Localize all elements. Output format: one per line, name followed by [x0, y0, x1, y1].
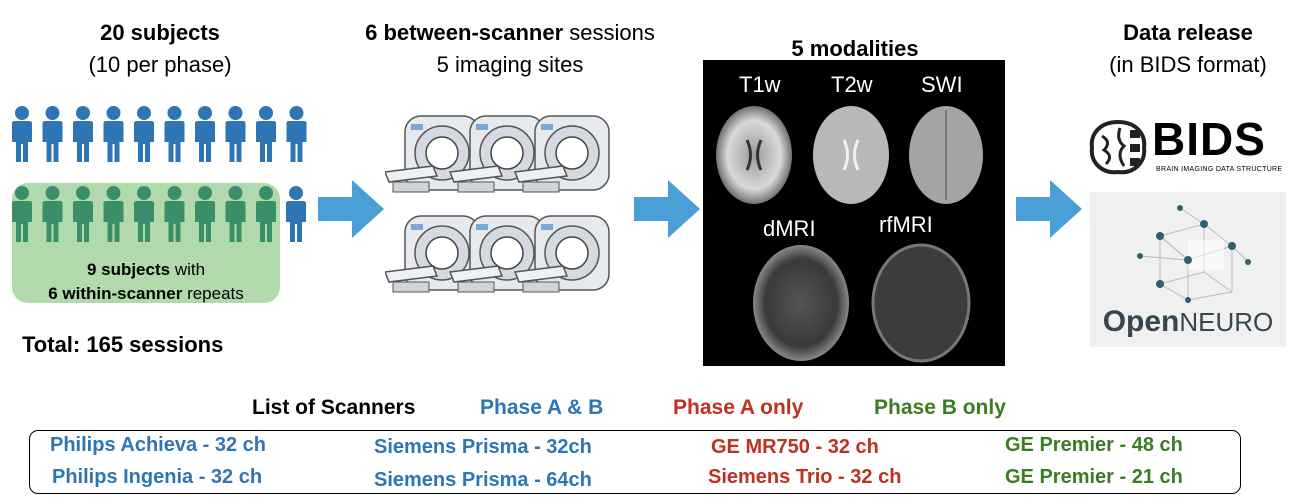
bids-logo: BIDS BRAIN IMAGING DATA STRUCTURE	[1086, 112, 1290, 190]
arrow-icon	[1016, 180, 1082, 238]
mri-scanners	[385, 115, 610, 293]
dmri-brain-image	[753, 245, 849, 361]
person-icon	[12, 106, 32, 162]
person-icon	[195, 106, 215, 162]
t2w-brain-image	[813, 106, 889, 204]
network-cube-icon	[1137, 205, 1251, 303]
subject-icons	[12, 106, 307, 242]
person-icon	[164, 106, 185, 162]
legend-phase-ab: Phase A & B	[480, 396, 604, 419]
person-icon	[42, 186, 63, 242]
person-icon	[103, 186, 124, 242]
person-icon	[42, 106, 63, 162]
scanner-item: GE MR750 - 32 ch	[711, 436, 879, 458]
arrow-icon	[634, 180, 700, 238]
person-icon	[286, 106, 307, 162]
sessions-title: 6 between-scanner sessions	[365, 20, 655, 45]
scanner-list-header: List of Scanners Phase A & B Phase A onl…	[0, 396, 1296, 426]
scanner-item: GE Premier - 48 ch	[1005, 434, 1183, 456]
sites-subtitle: 5 imaging sites	[436, 52, 584, 77]
modality-label-swi: SWI	[921, 72, 963, 97]
scanner-item: Siemens Trio - 32 ch	[708, 466, 902, 488]
scanner-item: Philips Achieva - 32 ch	[50, 434, 267, 456]
modality-label-dmri: dMRI	[763, 216, 816, 241]
total-sessions: Total: 165 sessions	[22, 332, 224, 357]
openneuro-wordmark: OpenNEURO	[1102, 305, 1274, 338]
person-icon	[103, 106, 124, 162]
scanner-item: GE Premier - 21 ch	[1005, 466, 1183, 488]
person-icon	[134, 106, 154, 162]
rfmri-brain-image	[871, 243, 971, 363]
legend-phase-a-only: Phase A only	[673, 396, 804, 419]
data-release-title: Data release	[1123, 20, 1253, 45]
person-icon	[12, 186, 32, 242]
modalities-title: 5 modalities	[791, 36, 919, 61]
data-release-subtitle: (in BIDS format)	[1109, 52, 1267, 77]
legend-phase-b-only: Phase B only	[874, 396, 1006, 419]
person-icon	[256, 186, 276, 242]
openneuro-logo: OpenNEURO	[1090, 192, 1286, 347]
person-icon	[134, 186, 154, 242]
person-icon	[225, 186, 246, 242]
bids-tagline: BRAIN IMAGING DATA STRUCTURE	[1156, 166, 1283, 173]
person-icon	[73, 106, 93, 162]
scanner-list-box	[29, 430, 1241, 494]
modality-label-t2w: T2w	[831, 72, 873, 97]
person-icon	[164, 186, 185, 242]
mri-image-panel: T1w T2w SWI dMRI rfMRI	[703, 60, 1005, 366]
person-icon	[225, 106, 246, 162]
person-icon	[286, 186, 306, 242]
modality-label-rfmri: rfMRI	[879, 212, 933, 237]
scanner-item: Siemens Prisma - 32ch	[374, 436, 592, 458]
scanner-list-title: List of Scanners	[252, 396, 416, 419]
bids-wordmark: BIDS	[1152, 113, 1266, 165]
brain-icon	[1089, 119, 1147, 175]
subjects-title: 20 subjects	[100, 20, 220, 45]
person-icon	[195, 186, 215, 242]
swi-brain-image	[909, 106, 983, 204]
t1w-brain-image	[716, 106, 792, 204]
modality-label-t1w: T1w	[739, 72, 781, 97]
scanner-item: Siemens Prisma - 64ch	[374, 469, 592, 491]
within-scanner-label: 9 subjects with 6 within-scanner repeats	[48, 260, 244, 303]
person-icon	[73, 186, 93, 242]
scanner-item: Philips Ingenia - 32 ch	[52, 466, 263, 488]
subjects-subtitle: (10 per phase)	[88, 52, 232, 77]
person-icon	[256, 106, 276, 162]
arrow-icon	[318, 180, 384, 238]
